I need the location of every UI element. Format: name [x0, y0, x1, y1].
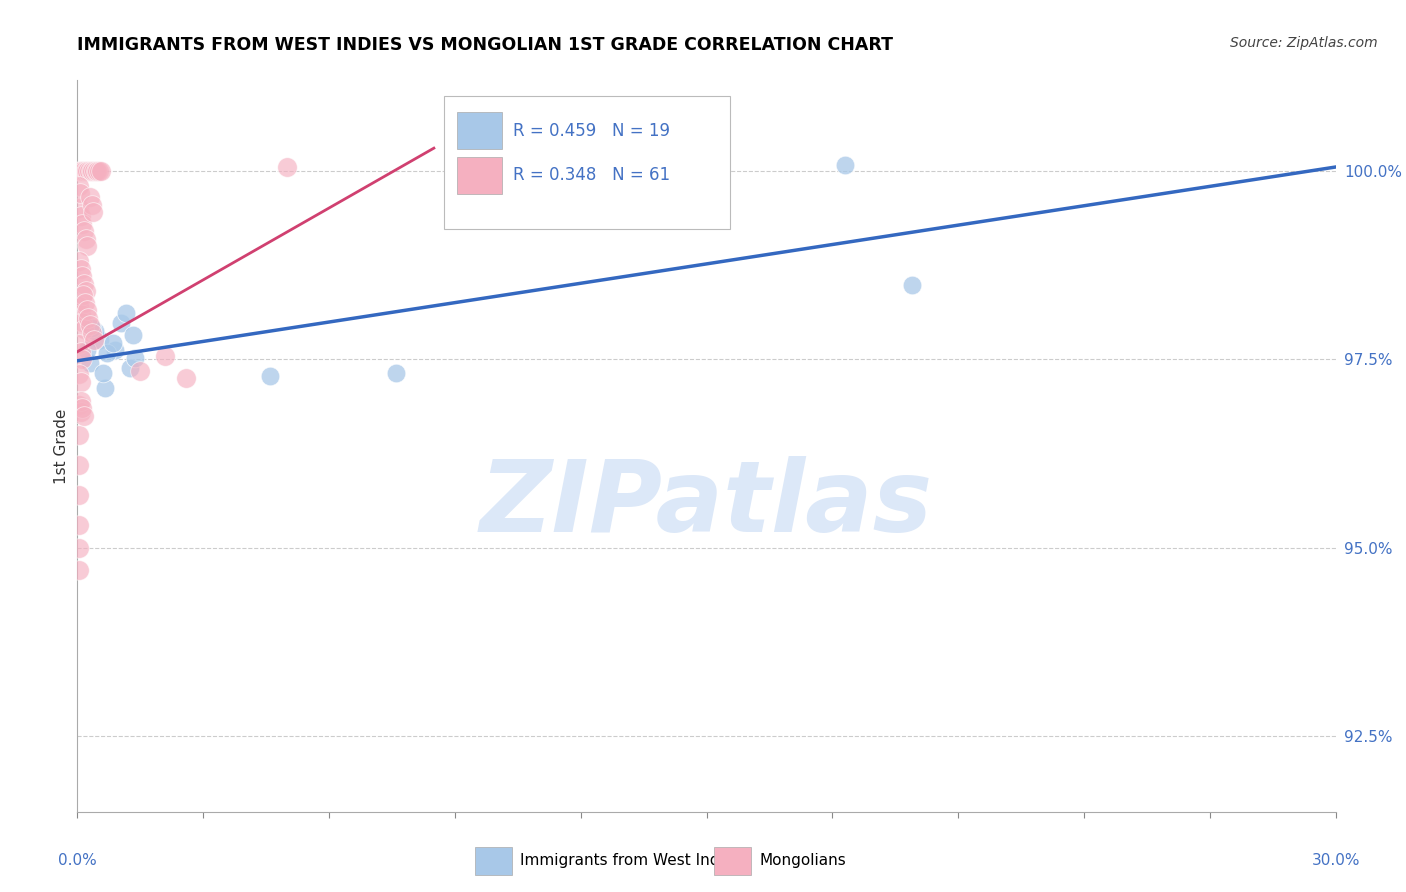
- Point: [80, 197, 103, 211]
- Point: [75, 285, 97, 299]
- Point: [69, 163, 91, 178]
- Point: [73, 409, 96, 423]
- Point: [259, 368, 281, 383]
- Point: [76, 163, 98, 178]
- Point: [67, 518, 90, 533]
- Point: [67, 563, 90, 577]
- Point: [67, 458, 90, 472]
- Point: [73, 295, 96, 310]
- Point: [834, 158, 856, 172]
- Point: [84, 163, 107, 178]
- Point: [67, 163, 90, 178]
- Point: [79, 318, 101, 333]
- Point: [69, 375, 91, 389]
- Point: [79, 190, 101, 204]
- Text: Mongolians: Mongolians: [759, 854, 846, 868]
- Point: [72, 352, 94, 367]
- Point: [901, 278, 924, 293]
- Point: [67, 300, 90, 314]
- Point: [67, 368, 90, 382]
- Point: [75, 163, 97, 178]
- Point: [89, 334, 111, 348]
- Point: [72, 288, 94, 302]
- Text: Source: ZipAtlas.com: Source: ZipAtlas.com: [1230, 36, 1378, 50]
- Point: [96, 346, 118, 360]
- Point: [67, 488, 90, 502]
- Point: [69, 307, 91, 321]
- Point: [104, 343, 127, 358]
- Point: [72, 401, 94, 416]
- Point: [82, 205, 104, 219]
- Point: [72, 269, 94, 284]
- Point: [124, 351, 146, 365]
- Point: [69, 344, 91, 359]
- Point: [101, 335, 124, 350]
- Point: [69, 261, 91, 276]
- Point: [67, 337, 90, 351]
- Point: [73, 224, 96, 238]
- Point: [114, 305, 136, 319]
- Point: [89, 163, 111, 178]
- Point: [80, 320, 103, 334]
- Text: R = 0.459   N = 19: R = 0.459 N = 19: [513, 121, 671, 140]
- Point: [79, 356, 101, 370]
- Point: [86, 163, 108, 178]
- Point: [76, 239, 98, 253]
- Point: [121, 328, 143, 343]
- Point: [76, 343, 98, 358]
- Text: 30.0%: 30.0%: [1312, 853, 1360, 868]
- Point: [80, 163, 103, 178]
- Point: [69, 209, 91, 223]
- Point: [155, 349, 177, 363]
- Point: [69, 186, 91, 201]
- Point: [83, 163, 105, 178]
- Point: [276, 160, 298, 174]
- Point: [385, 366, 408, 380]
- Point: [67, 541, 90, 555]
- Y-axis label: 1st Grade: 1st Grade: [53, 409, 69, 483]
- Point: [75, 232, 97, 246]
- Point: [72, 315, 94, 329]
- Point: [80, 326, 103, 340]
- Point: [69, 393, 91, 408]
- Point: [82, 163, 104, 178]
- Point: [118, 361, 141, 376]
- Text: Immigrants from West Indies: Immigrants from West Indies: [520, 854, 741, 868]
- Point: [84, 324, 107, 338]
- Point: [73, 277, 96, 291]
- Text: IMMIGRANTS FROM WEST INDIES VS MONGOLIAN 1ST GRADE CORRELATION CHART: IMMIGRANTS FROM WEST INDIES VS MONGOLIAN…: [77, 36, 893, 54]
- Point: [83, 334, 105, 348]
- Point: [67, 178, 90, 193]
- Point: [67, 202, 90, 216]
- Point: [67, 398, 90, 412]
- Point: [73, 322, 96, 336]
- Text: R = 0.348   N = 61: R = 0.348 N = 61: [513, 166, 671, 185]
- Point: [72, 217, 94, 231]
- Point: [77, 163, 100, 178]
- Point: [176, 371, 198, 385]
- Point: [129, 363, 152, 377]
- Point: [91, 366, 114, 380]
- Point: [77, 310, 100, 325]
- Point: [67, 254, 90, 268]
- Text: 0.0%: 0.0%: [58, 853, 97, 868]
- Point: [69, 405, 91, 419]
- Point: [72, 163, 94, 178]
- Text: ZIPatlas: ZIPatlas: [479, 456, 934, 553]
- Point: [110, 316, 132, 330]
- Point: [73, 163, 96, 178]
- Point: [76, 303, 98, 318]
- Point: [67, 427, 90, 442]
- Point: [93, 381, 115, 395]
- Point: [90, 163, 112, 178]
